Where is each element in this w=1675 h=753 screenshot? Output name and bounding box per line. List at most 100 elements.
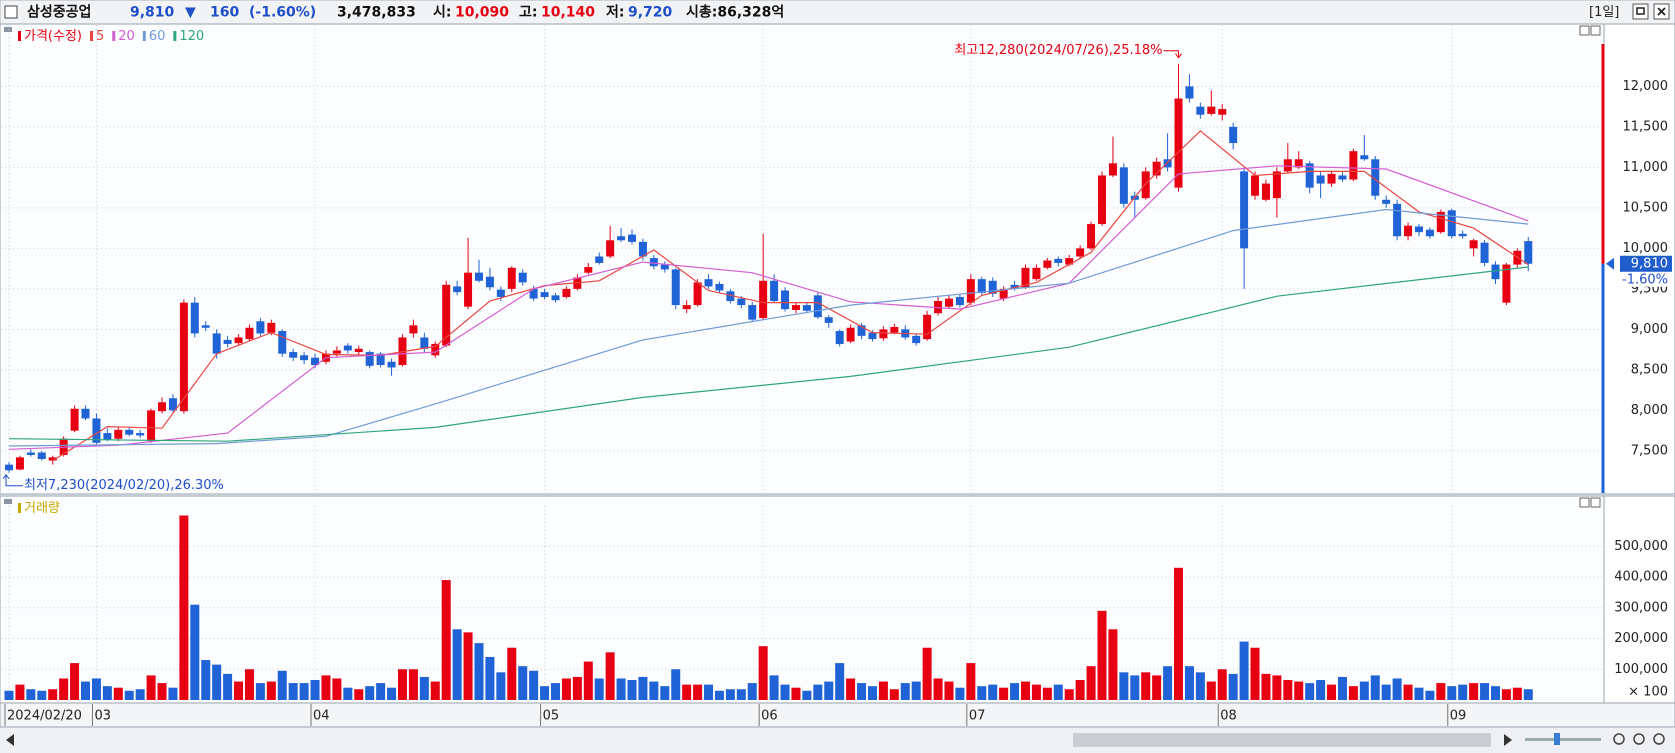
candle-body <box>671 269 680 306</box>
volume-bar <box>397 669 407 700</box>
pane-max[interactable] <box>1579 497 1590 508</box>
volume-bar <box>244 669 254 700</box>
candle-body <box>1305 163 1314 188</box>
candle-body <box>70 408 79 431</box>
volume-bar <box>255 683 265 700</box>
low: 9,720 <box>628 5 673 21</box>
pane-handle[interactable] <box>4 499 12 504</box>
pane-max[interactable] <box>1579 25 1590 36</box>
y-tick-label: 200,000 <box>1614 631 1668 646</box>
candle-body <box>966 279 975 303</box>
annotation-arrow <box>2 473 23 487</box>
candle-body <box>529 288 538 299</box>
volume-bar <box>1283 680 1293 700</box>
legend-marker <box>142 31 146 41</box>
candle-body <box>737 298 746 306</box>
candle-body <box>92 418 101 443</box>
candle-body <box>595 256 604 263</box>
candle-body <box>212 333 221 354</box>
candle-body <box>1338 175 1347 180</box>
zoom-reset[interactable] <box>1653 733 1665 745</box>
candle-body <box>442 284 451 346</box>
candle-body <box>977 279 986 293</box>
volume-bar <box>1195 672 1205 700</box>
candle-body <box>540 292 549 297</box>
volume-bar <box>529 670 539 700</box>
candle-body <box>890 326 899 333</box>
candle-body <box>518 272 527 283</box>
ma-line <box>8 165 1529 450</box>
volume-bar <box>846 678 856 700</box>
volume-bar <box>124 690 134 700</box>
candle-body <box>606 240 615 257</box>
volume-bar <box>1086 666 1096 700</box>
volume-bar <box>190 604 200 700</box>
period[interactable]: [1일] <box>1589 5 1619 20</box>
volume-bar <box>1206 681 1216 700</box>
candle-body <box>813 295 822 318</box>
pane-close[interactable] <box>1590 25 1601 36</box>
candle-body <box>1054 258 1063 263</box>
candle-body <box>464 272 473 307</box>
candle-body <box>802 305 811 311</box>
pane-close[interactable] <box>1590 497 1601 508</box>
candle-body <box>1480 242 1489 263</box>
candle-body <box>1043 260 1052 268</box>
maximize-button[interactable] <box>1632 3 1649 20</box>
candle-body <box>1447 210 1456 237</box>
pane-handle[interactable] <box>4 27 12 32</box>
zoom-knob[interactable] <box>1554 733 1560 745</box>
volume-bar <box>1228 673 1238 700</box>
volume-bar <box>452 629 462 700</box>
x-tick-label: 07 <box>969 709 986 724</box>
candle-body <box>343 345 352 351</box>
candle-body <box>781 290 790 310</box>
candle-body <box>704 279 713 287</box>
volume-bar <box>485 656 495 700</box>
y-tick-label: 300,000 <box>1614 600 1668 615</box>
volume-bar <box>1512 687 1522 700</box>
candle-body <box>1065 258 1074 265</box>
annotation: 최고12,280(2024/07/26),25.18% <box>954 43 1162 58</box>
volume-bar <box>824 681 834 700</box>
volume-bar <box>1436 683 1446 700</box>
volume-bar <box>1053 684 1063 700</box>
volume-bar <box>1348 686 1358 700</box>
candle-body <box>628 234 637 242</box>
annotation-arrow <box>1163 50 1182 59</box>
volume-bar <box>835 663 845 700</box>
candle-body <box>376 353 385 366</box>
checkbox[interactable] <box>4 5 18 19</box>
legend-label: 가격(수정) <box>24 29 82 44</box>
y-tick-label: 11,500 <box>1623 119 1669 134</box>
volume-bar <box>113 687 123 700</box>
candle-body <box>136 433 145 436</box>
volume-bar <box>1250 647 1260 700</box>
scroll-right[interactable] <box>1504 734 1512 746</box>
zoom-in[interactable] <box>1633 733 1645 745</box>
volume-bar <box>1042 687 1052 700</box>
candle-body <box>791 305 800 310</box>
candle-body <box>824 317 833 323</box>
candle-body <box>1360 155 1369 160</box>
volume-bar <box>1119 672 1129 700</box>
last-price-label: 9,810 <box>1631 256 1668 271</box>
volume-bar <box>999 687 1009 700</box>
volume-bar <box>37 690 47 700</box>
candle-body <box>1327 173 1336 184</box>
open: 10,090 <box>455 5 509 21</box>
volume-bar <box>561 678 571 700</box>
y-tick-label: 10,500 <box>1623 200 1669 215</box>
x-tick-label: 2024/02/20 <box>7 709 82 724</box>
volume-bar <box>168 687 178 700</box>
candle-body <box>868 332 877 340</box>
zoom-slider[interactable] <box>1525 738 1601 741</box>
volume-bar <box>1480 683 1490 700</box>
candle-body <box>223 339 232 344</box>
zoom-out[interactable] <box>1613 733 1625 745</box>
scroll-left[interactable] <box>6 734 14 746</box>
scroll-thumb[interactable] <box>1073 733 1491 747</box>
volume-bar <box>1294 681 1304 700</box>
volume-bar <box>594 678 604 700</box>
